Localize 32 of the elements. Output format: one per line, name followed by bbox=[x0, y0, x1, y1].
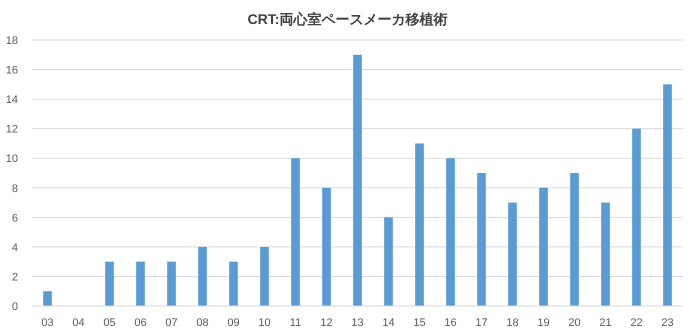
x-tick-label: 21 bbox=[599, 317, 612, 329]
x-tick-label: 22 bbox=[630, 317, 643, 329]
x-tick-label: 05 bbox=[103, 317, 116, 329]
x-tick-label: 07 bbox=[165, 317, 178, 329]
x-tick-label: 08 bbox=[196, 317, 209, 329]
x-tick-label: 15 bbox=[413, 317, 426, 329]
y-tick-label: 16 bbox=[6, 64, 18, 77]
x-tick-label: 16 bbox=[444, 317, 457, 329]
x-tick-label: 23 bbox=[661, 317, 674, 329]
y-tick-label: 12 bbox=[6, 124, 18, 136]
y-tick-label: 4 bbox=[12, 242, 18, 254]
y-tick-label: 18 bbox=[6, 35, 18, 47]
x-tick-label: 11 bbox=[290, 317, 302, 329]
x-tick-label: 04 bbox=[72, 317, 85, 329]
y-tick-label: 0 bbox=[12, 301, 18, 313]
y-tick-label: 14 bbox=[6, 94, 18, 106]
x-tick-label: 13 bbox=[351, 317, 364, 329]
chart-title: CRT:両心室ペースメーカ移植術 bbox=[248, 11, 448, 27]
y-tick-label: 10 bbox=[6, 153, 18, 166]
x-tick-label: 20 bbox=[568, 317, 581, 329]
x-tick-label: 10 bbox=[258, 317, 271, 329]
x-tick-label: 18 bbox=[506, 317, 519, 329]
x-tick-label: 19 bbox=[537, 317, 550, 329]
y-tick-label: 8 bbox=[12, 182, 18, 195]
x-tick-label: 12 bbox=[320, 317, 333, 329]
x-tick-label: 09 bbox=[227, 317, 240, 329]
x-tick-label: 14 bbox=[382, 317, 395, 329]
x-tick-label: 17 bbox=[475, 317, 488, 329]
y-tick-label: 2 bbox=[12, 271, 18, 284]
x-tick-label: 06 bbox=[134, 317, 147, 329]
y-tick-label: 6 bbox=[12, 212, 18, 224]
x-tick-label: 03 bbox=[41, 317, 54, 329]
